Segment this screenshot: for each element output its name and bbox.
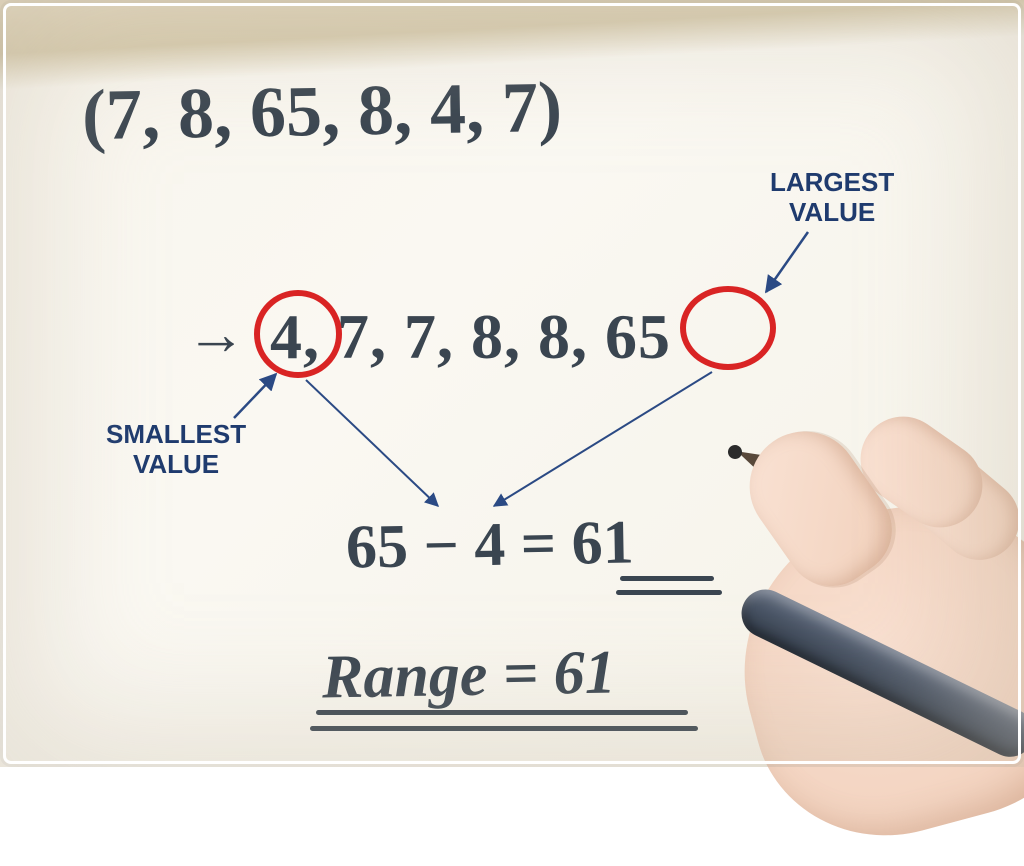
circle-largest — [680, 286, 776, 370]
label-smallest-l1: SMALLEST — [106, 419, 246, 449]
range-line: Range = 61 — [321, 637, 616, 713]
label-largest: LARGEST VALUE — [770, 168, 894, 228]
label-largest-l2: VALUE — [789, 197, 875, 227]
underline-61-a — [620, 576, 714, 581]
subtraction-line: 65 − 4 = 61 — [345, 507, 634, 583]
circle-smallest — [254, 290, 342, 378]
underline-61-b — [616, 590, 722, 595]
underline-range-b — [310, 726, 698, 731]
sorted-arrow-prefix: → — [186, 300, 246, 369]
underline-range-a — [316, 710, 688, 715]
dataset-line: (7, 8, 65, 8, 4, 7) — [81, 66, 562, 157]
label-largest-l1: LARGEST — [770, 167, 894, 197]
label-smallest-l2: VALUE — [133, 449, 219, 479]
label-smallest: SMALLEST VALUE — [106, 420, 246, 480]
